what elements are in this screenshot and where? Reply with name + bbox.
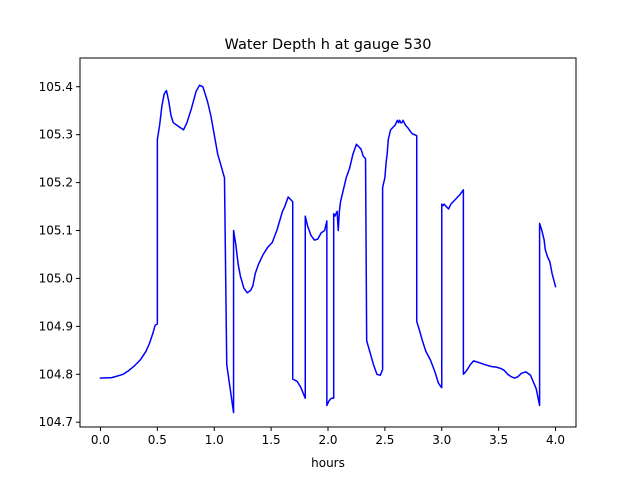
y-tick-label: 104.8: [39, 367, 73, 381]
y-tick-label: 104.7: [39, 415, 73, 429]
y-tick-label: 105.0: [39, 271, 73, 285]
y-tick-label: 105.4: [39, 80, 73, 94]
plot-area: [99, 84, 557, 414]
x-tick-label: 2.5: [375, 433, 394, 447]
x-tick-label: 2.0: [318, 433, 337, 447]
chart-title: Water Depth h at gauge 530: [225, 37, 432, 53]
y-axis: 104.7 104.8 104.9 105.0 105.1 105.2 105.3 105.4: [39, 80, 80, 429]
series-line-0: [99, 84, 557, 414]
y-tick-label: 105.2: [39, 176, 73, 190]
x-axis: 0.0 0.5 1.0 1.5 2.0 2.5 3.0 3.5 4.0: [91, 427, 565, 447]
x-tick-label: 0.5: [148, 433, 167, 447]
x-tick-label: 4.0: [546, 433, 565, 447]
y-tick-label: 105.3: [39, 128, 73, 142]
x-tick-label: 1.5: [262, 433, 281, 447]
x-tick-label: 3.5: [489, 433, 508, 447]
x-tick-label: 3.0: [432, 433, 451, 447]
plot-frame: [79, 57, 577, 428]
y-tick-label: 104.9: [39, 319, 73, 333]
x-tick-label: 0.0: [91, 433, 110, 447]
x-tick-label: 1.0: [205, 433, 224, 447]
y-tick-label: 105.1: [39, 224, 73, 238]
x-axis-title: hours: [311, 456, 345, 470]
